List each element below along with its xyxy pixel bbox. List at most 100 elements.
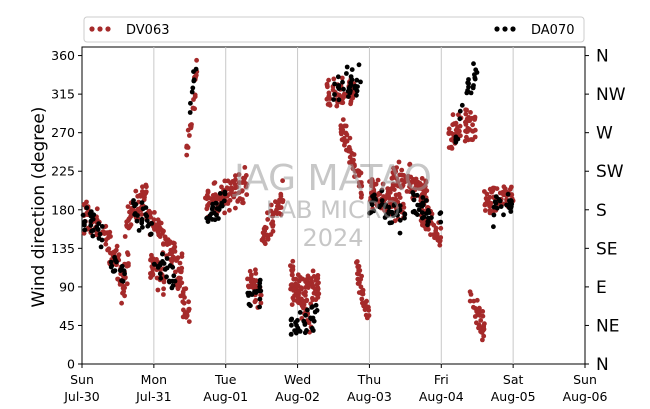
data-point [334,103,340,109]
data-point [96,221,101,227]
data-point [229,188,235,194]
data-point [171,273,177,279]
compass-label: SW [596,162,624,182]
data-point [352,174,357,180]
data-point [152,210,157,215]
data-point [416,207,422,213]
data-point [192,94,198,100]
x-tick-date: Aug-02 [275,389,320,404]
data-point [81,202,87,207]
data-point [335,74,341,80]
data-point [217,191,223,196]
data-point [278,191,284,197]
data-point [155,287,161,293]
data-point [456,112,461,118]
legend-marker [97,26,103,32]
data-point [469,115,475,121]
data-point [124,281,130,287]
data-point [326,90,332,96]
data-point [177,260,183,266]
data-point [109,263,115,269]
data-point [358,284,364,290]
data-point [236,190,242,196]
compass-label: SE [596,239,618,259]
data-point [243,184,249,190]
data-point [397,195,403,201]
data-point [290,267,296,272]
data-point [386,193,391,199]
data-point [204,215,210,221]
data-point [336,83,342,88]
data-point [426,219,431,225]
data-point [508,204,514,210]
data-point [470,137,475,143]
data-point [161,261,167,266]
data-point [415,202,421,208]
data-point [463,122,469,127]
data-point [399,167,405,173]
data-point [302,322,308,327]
data-point [459,102,465,108]
data-point [309,305,315,310]
y-tick-label: 180 [51,202,75,217]
data-point [477,305,482,311]
data-point [403,177,409,183]
x-tick-day: Tue [214,372,237,387]
data-point [449,137,454,143]
data-point [82,219,88,224]
watermark-line: 2024 [302,224,363,252]
data-point [340,127,346,133]
data-point [393,169,399,174]
data-point [289,322,294,328]
data-point [315,290,321,296]
data-point [468,90,474,96]
data-point [463,107,468,113]
data-point [356,62,362,68]
compass-label: NE [596,316,619,336]
data-point [360,287,366,293]
data-point [477,313,483,318]
data-point [483,196,489,201]
data-point [99,224,105,229]
data-point [288,282,294,288]
data-point [457,108,463,114]
data-point [364,315,370,321]
data-point [148,257,153,263]
data-point [182,295,187,300]
data-point [277,211,282,216]
data-point [312,286,318,292]
y-tick-label: 45 [59,318,75,333]
data-point [393,196,399,202]
data-point [339,75,345,81]
data-point [149,252,154,258]
data-point [184,143,190,149]
data-point [235,199,241,204]
data-point [254,289,260,294]
data-point [161,286,167,292]
data-point [80,212,86,218]
data-point [289,272,295,278]
data-point [293,330,299,336]
data-point [438,225,444,231]
data-point [280,198,286,203]
data-point [88,222,94,228]
data-point [181,300,187,306]
data-point [433,228,439,234]
data-point [390,175,396,181]
data-point [87,211,93,217]
data-point [186,319,192,324]
compass-label: N [596,47,609,67]
data-point [419,176,425,181]
data-point [157,271,163,277]
data-point [356,263,362,269]
data-point [139,212,145,217]
data-point [227,197,233,203]
data-point [258,292,263,298]
y-tick-label: 360 [51,48,75,63]
compass-axis: N NE E SE S SW W NW N [585,47,626,375]
legend-label: DA070 [531,23,575,38]
data-point [349,67,355,72]
data-point [308,276,314,281]
data-point [356,267,362,273]
data-point [354,77,360,83]
